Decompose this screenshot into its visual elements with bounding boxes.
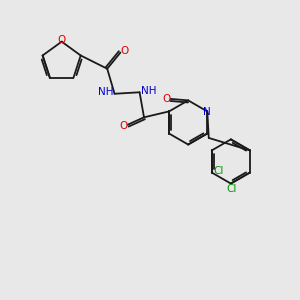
Text: O: O [119,121,127,131]
Text: Cl: Cl [213,166,224,176]
Text: O: O [58,35,66,45]
Text: O: O [120,46,128,56]
Text: NH: NH [141,86,156,96]
Text: O: O [162,94,170,104]
Text: NH: NH [98,87,113,97]
Text: N: N [203,107,211,117]
Text: Cl: Cl [226,184,237,194]
